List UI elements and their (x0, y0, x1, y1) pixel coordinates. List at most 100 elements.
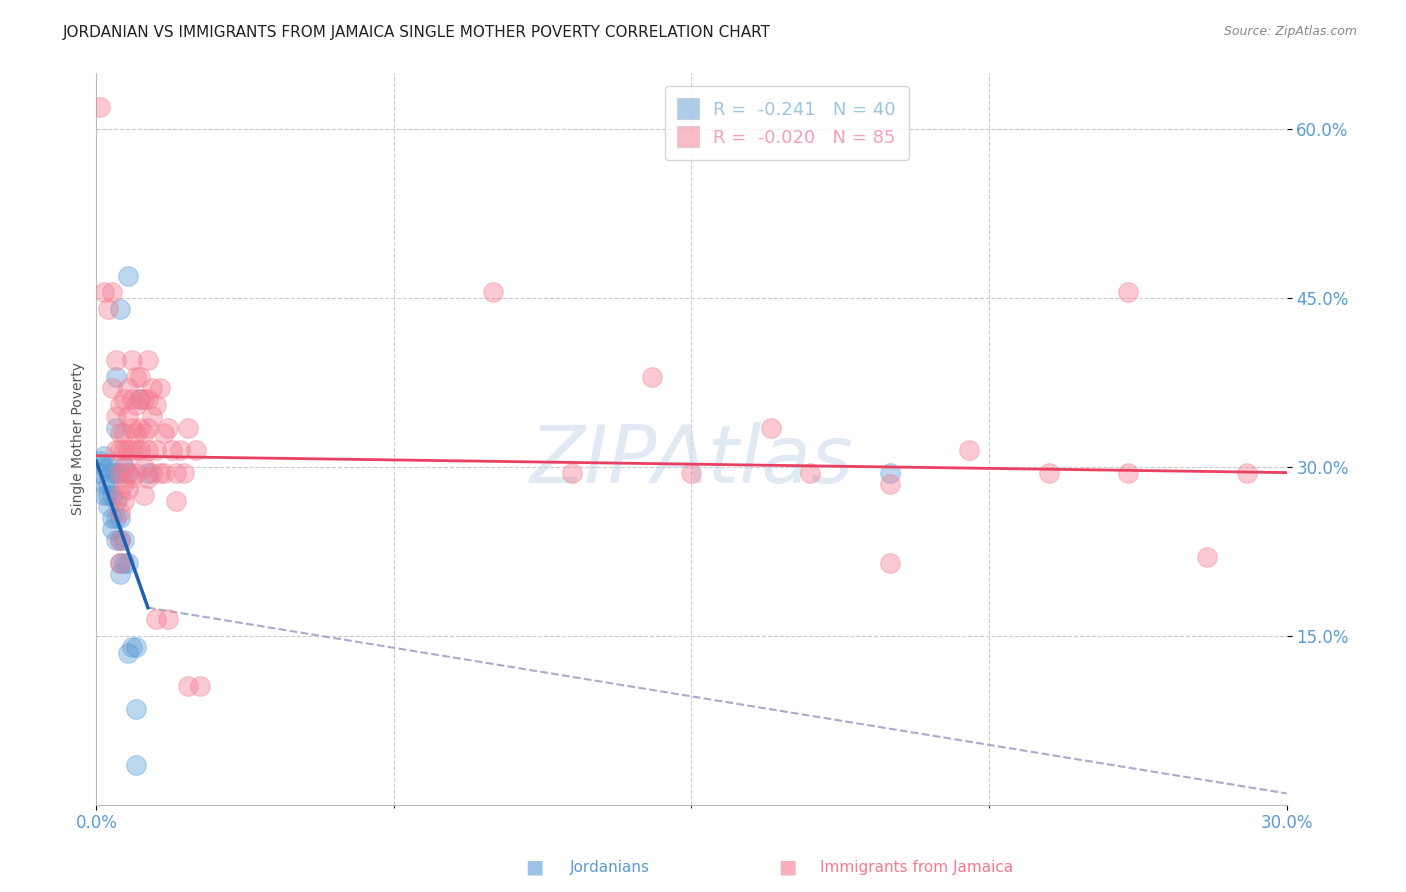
Point (145, 398, 167, 412)
Point (108, 556, 131, 570)
Point (101, 381, 124, 395)
Point (93, 460, 115, 475)
Legend: R =  -0.241   N = 40, R =  -0.020   N = 85: R = -0.241 N = 40, R = -0.020 N = 85 (665, 86, 908, 160)
Text: ZIPAtlas: ZIPAtlas (530, 422, 853, 500)
Point (169, 443, 191, 458)
Y-axis label: Single Mother Poverty: Single Mother Poverty (72, 362, 86, 516)
Point (136, 471, 159, 485)
Point (105, 466, 128, 480)
Point (136, 392, 159, 407)
Point (108, 556, 131, 570)
Point (681, 466, 703, 480)
Point (117, 409, 139, 424)
Point (112, 392, 135, 407)
Point (97, 488, 120, 502)
Point (101, 285, 124, 300)
Point (1197, 549, 1219, 564)
Point (141, 409, 163, 424)
Point (105, 443, 128, 458)
Text: Source: ZipAtlas.com: Source: ZipAtlas.com (1223, 25, 1357, 38)
Point (112, 556, 135, 570)
Point (132, 392, 155, 407)
Point (799, 466, 821, 480)
Point (112, 443, 135, 458)
Point (117, 556, 139, 570)
Point (129, 443, 152, 458)
Point (108, 398, 131, 412)
Point (112, 476, 135, 491)
Point (97, 476, 120, 491)
Point (125, 426, 148, 441)
Point (117, 483, 139, 497)
Point (112, 533, 135, 548)
Point (759, 420, 782, 434)
Point (97, 460, 120, 475)
Point (105, 409, 128, 424)
Point (101, 466, 124, 480)
Point (121, 420, 143, 434)
Point (121, 392, 143, 407)
Point (173, 466, 195, 480)
Point (129, 420, 152, 434)
Point (1236, 466, 1258, 480)
Point (176, 680, 198, 694)
Point (93, 285, 115, 300)
Point (101, 488, 124, 502)
Point (132, 460, 155, 475)
Point (136, 466, 159, 480)
Point (136, 353, 159, 368)
Point (105, 353, 128, 368)
Text: ■: ■ (778, 857, 797, 877)
Point (136, 443, 159, 458)
Point (93, 488, 115, 502)
Point (125, 758, 148, 772)
Point (561, 466, 583, 480)
Point (188, 680, 211, 694)
Point (93, 449, 115, 463)
Point (149, 381, 172, 395)
Text: JORDANIAN VS IMMIGRANTS FROM JAMAICA SINGLE MOTHER POVERTY CORRELATION CHART: JORDANIAN VS IMMIGRANTS FROM JAMAICA SIN… (63, 25, 772, 40)
Point (117, 466, 139, 480)
Point (108, 302, 131, 317)
Point (145, 443, 167, 458)
Point (184, 443, 207, 458)
Point (156, 612, 179, 626)
Point (108, 488, 131, 502)
Point (108, 533, 131, 548)
Point (117, 646, 139, 660)
Point (149, 466, 172, 480)
Point (129, 392, 152, 407)
Point (108, 466, 131, 480)
Point (879, 556, 901, 570)
Point (129, 370, 152, 384)
Point (105, 420, 128, 434)
Point (129, 392, 152, 407)
Point (136, 420, 159, 434)
Point (125, 443, 148, 458)
Point (176, 420, 198, 434)
Point (117, 381, 139, 395)
Point (112, 493, 135, 508)
Point (105, 493, 128, 508)
Point (125, 398, 148, 412)
Point (105, 510, 128, 524)
Point (125, 702, 148, 716)
Point (121, 353, 143, 368)
Point (165, 493, 187, 508)
Text: Immigrants from Jamaica: Immigrants from Jamaica (820, 860, 1012, 874)
Point (112, 460, 135, 475)
Point (1116, 285, 1139, 300)
Point (97, 500, 120, 514)
Point (93, 476, 115, 491)
Point (165, 466, 187, 480)
Point (112, 460, 135, 475)
Text: ■: ■ (524, 857, 544, 877)
Point (112, 426, 135, 441)
Point (121, 471, 143, 485)
Point (89, 454, 111, 468)
Point (132, 488, 155, 502)
Point (117, 268, 139, 283)
Point (121, 640, 143, 654)
Point (101, 510, 124, 524)
Point (108, 443, 131, 458)
